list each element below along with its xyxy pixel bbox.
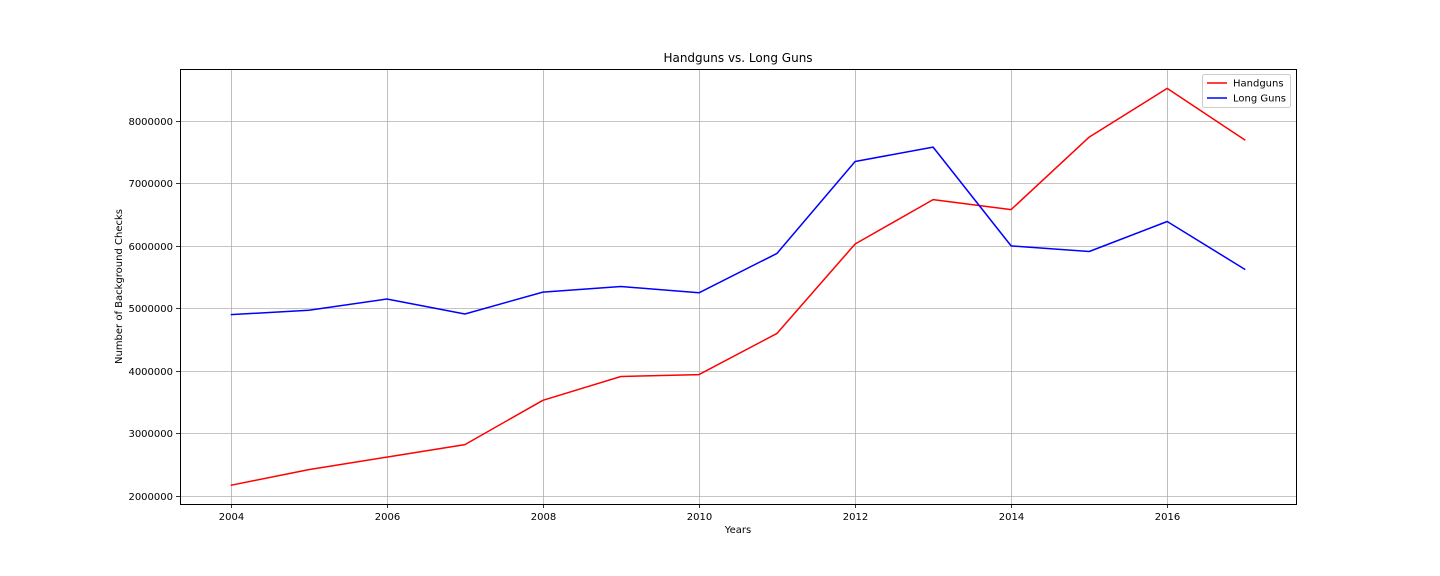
x-tick-label: 2004	[219, 512, 244, 523]
legend-label: Handguns	[1233, 79, 1284, 90]
series-line-handguns	[230, 87, 1246, 487]
y-tick-label: 3000000	[128, 429, 173, 440]
x-tick-label: 2012	[843, 512, 868, 523]
y-tick-label: 6000000	[128, 242, 173, 253]
y-axis-label: Number of Background Checks	[114, 209, 125, 364]
legend-label: Long Guns	[1233, 94, 1286, 105]
series-layer	[230, 87, 1246, 487]
chart-title: Handguns vs. Long Guns	[663, 51, 812, 65]
series-line-long-guns	[230, 146, 1246, 316]
y-tick-label: 4000000	[128, 367, 173, 378]
x-tick-label: 2014	[999, 512, 1024, 523]
plot-area-frame	[180, 69, 1297, 505]
y-tick-label: 2000000	[128, 492, 173, 503]
y-tick-label: 8000000	[128, 117, 173, 128]
y-axis: 2000000 3000000 4000000 5000000 6000000 70000…	[128, 117, 180, 503]
legend: Handguns Long Guns	[1202, 74, 1291, 108]
y-tick-label: 7000000	[128, 179, 173, 190]
x-tick-label: 2010	[687, 512, 712, 523]
grid-layer	[180, 69, 1296, 504]
x-tick-label: 2008	[531, 512, 556, 523]
y-tick-label: 5000000	[128, 304, 173, 315]
x-axis: 2004 2006 2008 2010 2012 2014 2016	[219, 504, 1180, 523]
x-tick-label: 2006	[375, 512, 400, 523]
x-tick-label: 2016	[1155, 512, 1180, 523]
x-axis-label: Years	[724, 525, 751, 536]
